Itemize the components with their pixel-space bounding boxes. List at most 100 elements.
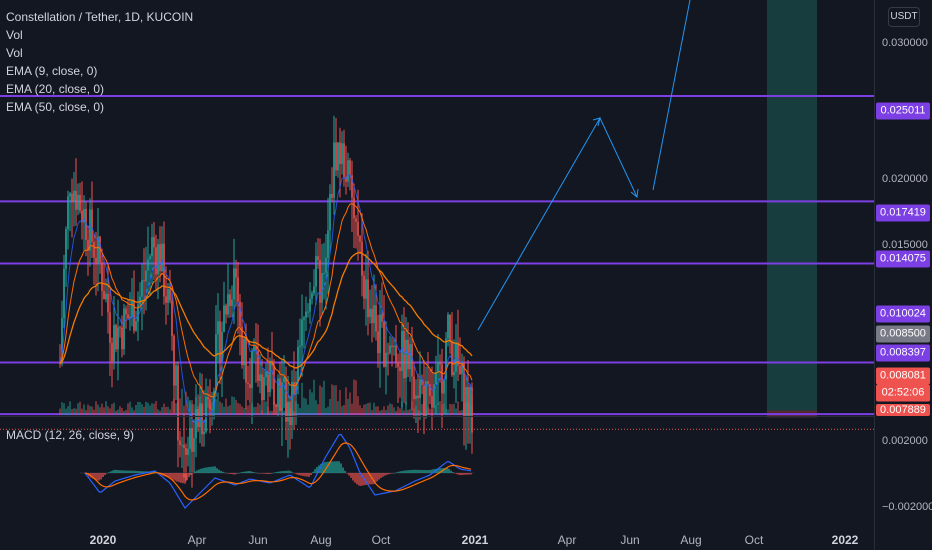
candle-body bbox=[135, 321, 137, 331]
volume-bar bbox=[365, 404, 367, 415]
macd-histogram-bar bbox=[418, 469, 420, 473]
macd-histogram-bar bbox=[116, 470, 118, 473]
macd-tick: −0.002000 bbox=[882, 501, 932, 513]
volume-bar bbox=[79, 401, 81, 415]
projection-arrowhead bbox=[592, 117, 601, 127]
volume-bar bbox=[301, 382, 303, 415]
volume-bar bbox=[61, 402, 63, 415]
macd-scale[interactable]: 0.002000 −0.002000 bbox=[874, 418, 932, 528]
volume-bar bbox=[285, 403, 287, 415]
candle-body bbox=[117, 327, 119, 350]
candle-body bbox=[173, 336, 175, 386]
macd-histogram-bar bbox=[408, 470, 410, 473]
legend-ema-9[interactable]: EMA (9, close, 0) bbox=[6, 64, 98, 78]
volume-bar bbox=[319, 385, 321, 415]
candle-body bbox=[441, 364, 443, 394]
candle-body bbox=[231, 299, 233, 307]
macd-histogram-bar bbox=[110, 471, 112, 473]
volume-bar bbox=[115, 410, 117, 415]
volume-bar bbox=[193, 404, 195, 415]
volume-bar bbox=[223, 406, 225, 415]
volume-bar bbox=[399, 408, 401, 415]
level-badge: 0.025011 bbox=[876, 102, 930, 120]
macd-histogram-bar bbox=[194, 471, 196, 473]
volume-bar bbox=[385, 410, 387, 415]
candle-body bbox=[245, 338, 247, 383]
volume-bar bbox=[135, 404, 137, 415]
volume-bar bbox=[343, 404, 345, 415]
candle-body bbox=[131, 299, 133, 317]
volume-bar bbox=[243, 408, 245, 415]
candle-body bbox=[115, 325, 117, 350]
volume-bar bbox=[427, 407, 429, 415]
volume-bar bbox=[241, 406, 243, 415]
candle-body bbox=[79, 194, 81, 211]
candle-body bbox=[253, 346, 255, 352]
legend-ema-50[interactable]: EMA (50, close, 0) bbox=[6, 100, 105, 114]
candle-body bbox=[153, 237, 155, 248]
currency-button[interactable]: USDT bbox=[888, 7, 920, 27]
volume-bar bbox=[271, 410, 273, 415]
macd-histogram-bar bbox=[118, 470, 120, 473]
volume-bar bbox=[63, 403, 65, 415]
macd-histogram-bar bbox=[172, 473, 174, 480]
level-badge: 0.017419 bbox=[876, 204, 930, 222]
candle-body bbox=[443, 379, 445, 394]
legend-volume-2[interactable]: Vol bbox=[6, 46, 23, 60]
macd-histogram-bar bbox=[132, 470, 134, 473]
candle-body bbox=[421, 379, 423, 385]
macd-histogram-bar bbox=[288, 470, 290, 473]
macd-histogram-bar bbox=[406, 470, 408, 473]
macd-histogram-bar bbox=[358, 473, 360, 486]
candle-body bbox=[403, 330, 405, 379]
candle-body bbox=[385, 352, 387, 367]
macd-histogram-bar bbox=[360, 473, 362, 486]
candle-body bbox=[127, 314, 129, 319]
macd-histogram-bar bbox=[466, 473, 468, 475]
legend-volume-1[interactable]: Vol bbox=[6, 28, 23, 42]
candle-body bbox=[355, 218, 357, 222]
price-scale[interactable]: 0.030000 0.020000 0.015000 0.025011 0.01… bbox=[874, 0, 932, 416]
candle-body bbox=[201, 403, 203, 435]
candle-body bbox=[459, 365, 461, 374]
candle-body bbox=[141, 280, 143, 297]
macd-histogram-bar bbox=[428, 470, 430, 473]
volume-bar bbox=[401, 401, 403, 415]
macd-histogram-bar bbox=[280, 471, 282, 473]
macd-histogram-bar bbox=[96, 473, 98, 481]
volume-bar bbox=[201, 405, 203, 415]
candle-body bbox=[97, 236, 99, 264]
volume-bar bbox=[65, 408, 67, 415]
candle-body bbox=[307, 311, 309, 313]
candle-body bbox=[467, 387, 469, 417]
candle-body bbox=[265, 371, 267, 378]
volume-bar bbox=[153, 403, 155, 415]
volume-bar bbox=[71, 409, 73, 415]
volume-bar bbox=[87, 404, 89, 415]
level-badge: 0.014075 bbox=[876, 250, 930, 268]
candle-body bbox=[351, 175, 353, 198]
legend-ema-20[interactable]: EMA (20, close, 0) bbox=[6, 82, 105, 96]
macd-histogram-bar bbox=[114, 469, 116, 473]
macd-histogram-bar bbox=[108, 472, 110, 473]
macd-histogram-bar bbox=[352, 473, 354, 481]
macd-legend[interactable]: MACD (12, 26, close, 9) bbox=[6, 428, 135, 442]
volume-bar bbox=[447, 409, 449, 415]
macd-histogram-bar bbox=[464, 473, 466, 475]
candle-body bbox=[333, 142, 335, 198]
macd-histogram-bar bbox=[100, 473, 102, 480]
volume-bar bbox=[379, 410, 381, 415]
pane-separator bbox=[0, 416, 874, 417]
candle-body bbox=[221, 331, 223, 362]
countdown-badge: 02:52:06 bbox=[876, 384, 930, 402]
volume-bar bbox=[335, 385, 337, 415]
volume-bar bbox=[175, 403, 177, 415]
time-axis[interactable]: 2020 Apr Jun Aug Oct 2021 Apr Jun Aug Oct 2022 bbox=[0, 528, 874, 550]
volume-bar bbox=[259, 404, 261, 415]
price-chart[interactable] bbox=[0, 0, 874, 528]
volume-bar bbox=[123, 410, 125, 415]
symbol-title[interactable]: Constellation / Tether, 1D, KUCOIN bbox=[6, 10, 194, 24]
candle-body bbox=[381, 314, 383, 322]
candle-body bbox=[279, 378, 281, 411]
macd-histogram-bar bbox=[174, 473, 176, 481]
